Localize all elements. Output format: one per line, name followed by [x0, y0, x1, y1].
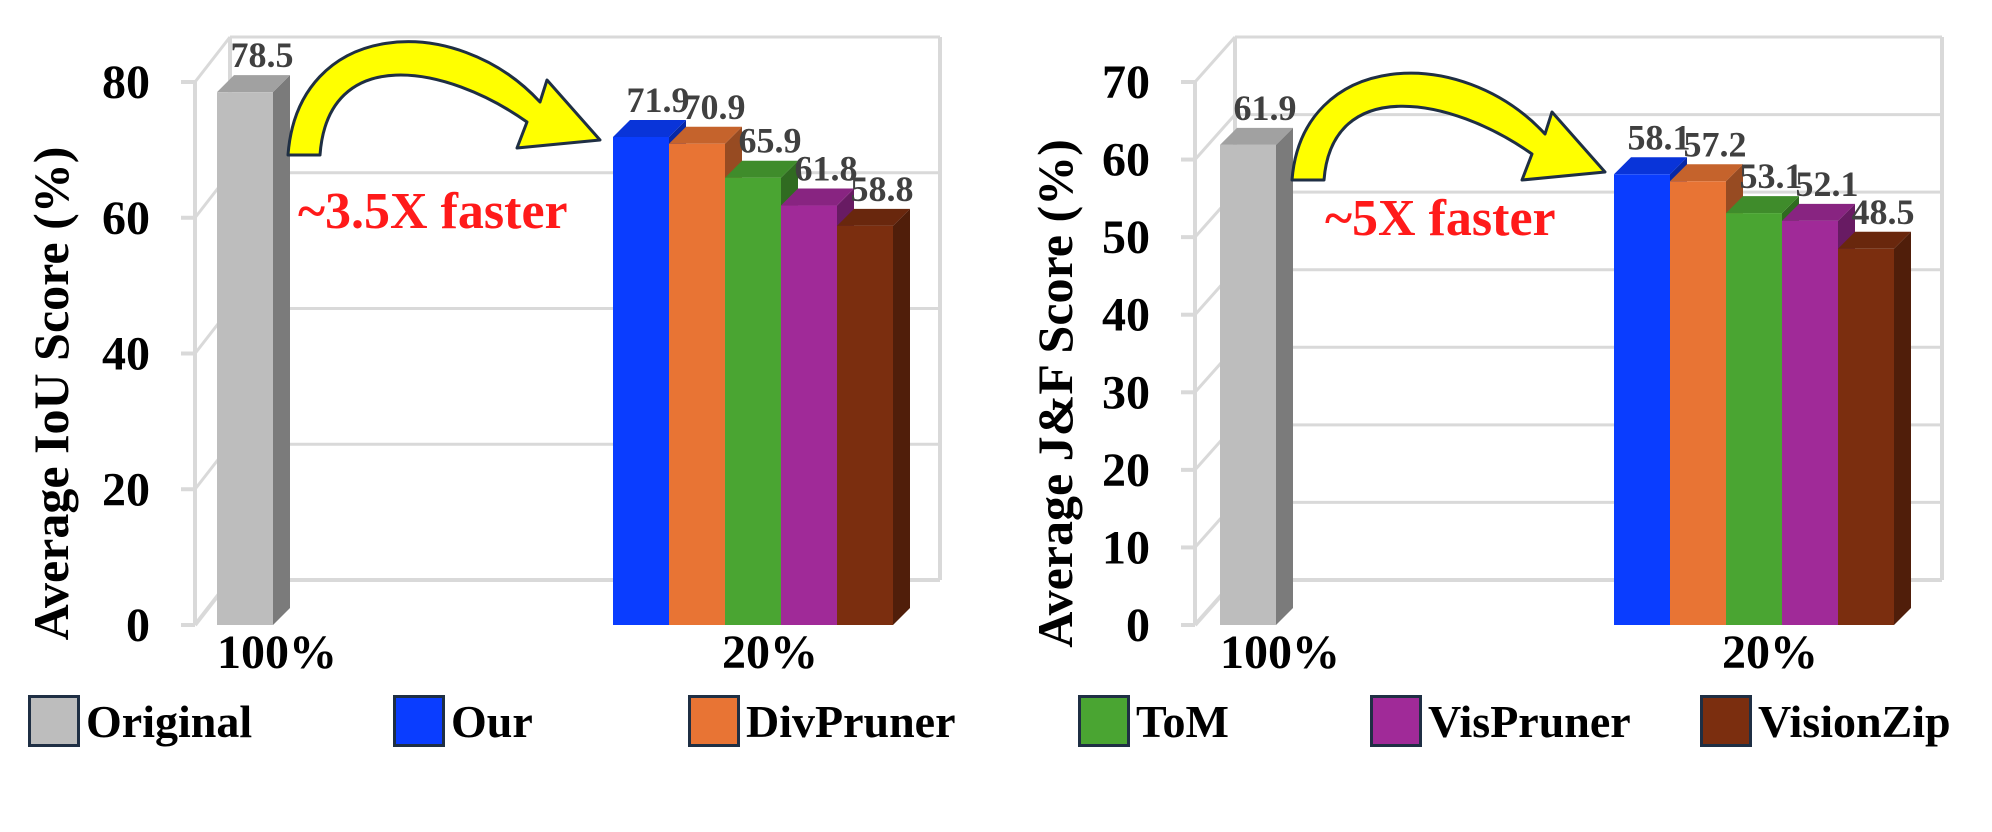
- gridline-side: [1193, 113, 1237, 161]
- data-label-our: 58.1: [1628, 117, 1691, 157]
- legend-item-our: Our: [393, 690, 533, 752]
- legend-label-our: Our: [451, 695, 533, 747]
- data-label-our: 71.9: [627, 80, 690, 120]
- y-tick-label: 50: [1102, 211, 1150, 264]
- speedup-annotation: ~5X faster: [1325, 190, 1556, 247]
- y-tick-label: 80: [102, 56, 150, 109]
- bar-top-our: [1614, 157, 1687, 175]
- bar-visionzip: [837, 225, 893, 625]
- bar-top-visionzip: [1838, 231, 1911, 249]
- bar-top-vispruner: [1782, 203, 1855, 221]
- bar-tom: [725, 177, 781, 626]
- bar-top-divpruner: [669, 126, 742, 144]
- legend-item-vispruner: VisPruner: [1370, 690, 1631, 752]
- data-label-original: 61.9: [1234, 88, 1297, 128]
- legend-swatch-visionzip: [1700, 695, 1752, 747]
- bar-top-vispruner: [781, 188, 854, 206]
- bar-top-original: [217, 75, 290, 93]
- jf-chart: 0 10 20 30 40 50 60 70 Average J&F Score (%) 61.9…: [1027, 35, 1944, 679]
- bar-top-divpruner: [1670, 164, 1743, 182]
- bar-side-original: [1276, 127, 1293, 625]
- bar-divpruner: [1670, 181, 1726, 625]
- bar-side-visionzip: [1894, 231, 1911, 625]
- y-tick-label: 20: [1102, 444, 1150, 497]
- x-category-label: 100%: [1220, 626, 1340, 679]
- bar-top-our: [613, 119, 686, 137]
- data-label-tom: 65.9: [739, 121, 802, 161]
- data-label-divpruner: 70.9: [683, 87, 746, 127]
- speedup-annotation: ~3.5X faster: [298, 183, 568, 240]
- bar-our: [1614, 174, 1670, 625]
- y-tick-label: 20: [102, 463, 150, 516]
- data-label-visionzip: 48.5: [1852, 192, 1915, 232]
- legend-label-visionzip: VisionZip: [1758, 695, 1951, 747]
- bar-divpruner: [669, 143, 725, 626]
- data-label-visionzip: 58.8: [851, 169, 914, 209]
- legend-swatch-vispruner: [1370, 695, 1422, 747]
- data-label-divpruner: 57.2: [1684, 124, 1747, 164]
- speedup-arrow: [286, 40, 602, 157]
- speedup-arrow: [1290, 71, 1607, 182]
- bar-side-original: [273, 75, 290, 625]
- legend-label-vispruner: VisPruner: [1428, 695, 1631, 747]
- data-label-tom: 53.1: [1740, 156, 1803, 196]
- iou-chart: 0 20 40 60 80 Average IoU Score (%) 78.5 100% 71…: [23, 35, 942, 679]
- data-label-original: 78.5: [231, 35, 294, 75]
- y-axis-title: Average J&F Score (%): [1027, 139, 1083, 648]
- legend-swatch-tom: [1078, 695, 1130, 747]
- y-tick-label: 40: [1102, 289, 1150, 342]
- bar-top-tom: [725, 160, 798, 178]
- x-category-label: 20%: [1722, 626, 1818, 679]
- bar-side-visionzip: [893, 208, 910, 625]
- y-tick-label: 60: [102, 192, 150, 245]
- bar-visionzip: [1838, 248, 1894, 625]
- bar-tom: [1726, 213, 1782, 626]
- data-label-vispruner: 52.1: [1796, 164, 1859, 204]
- legend-swatch-divpruner: [688, 695, 740, 747]
- bar-our: [613, 136, 669, 625]
- y-tick-label: 0: [126, 599, 150, 652]
- bar-top-tom: [1726, 196, 1799, 214]
- x-category-label: 100%: [217, 626, 337, 679]
- legend-label-divpruner: DivPruner: [746, 695, 956, 747]
- legend-label-original: Original: [86, 695, 253, 747]
- legend-item-divpruner: DivPruner: [688, 690, 956, 752]
- legend-item-visionzip: VisionZip: [1700, 690, 1951, 752]
- y-tick-label: 60: [1102, 134, 1150, 187]
- y-tick-label: 70: [1102, 56, 1150, 109]
- y-tick-label: 30: [1102, 366, 1150, 419]
- y-tick-label: 0: [1126, 599, 1150, 652]
- legend-label-tom: ToM: [1136, 695, 1229, 747]
- legend: Original Our DivPruner ToM VisPruner Vis…: [0, 690, 1992, 760]
- x-category-label: 20%: [722, 626, 818, 679]
- bar-top-visionzip: [837, 208, 910, 226]
- gridline-side: [1193, 36, 1237, 83]
- legend-item-original: Original: [28, 690, 252, 752]
- data-label-vispruner: 61.8: [795, 149, 858, 189]
- legend-swatch-original: [28, 695, 80, 747]
- legend-swatch-our: [393, 695, 445, 747]
- y-tick-label: 10: [1102, 521, 1150, 574]
- bar-original: [217, 92, 273, 625]
- bar-vispruner: [1782, 220, 1838, 626]
- gridline-side: [193, 36, 232, 83]
- bar-original: [1220, 144, 1276, 625]
- y-tick-label: 40: [102, 328, 150, 381]
- legend-item-tom: ToM: [1078, 690, 1229, 752]
- y-axis-title: Average IoU Score (%): [23, 147, 79, 641]
- bar-vispruner: [781, 205, 837, 625]
- bar-top-original: [1220, 127, 1293, 145]
